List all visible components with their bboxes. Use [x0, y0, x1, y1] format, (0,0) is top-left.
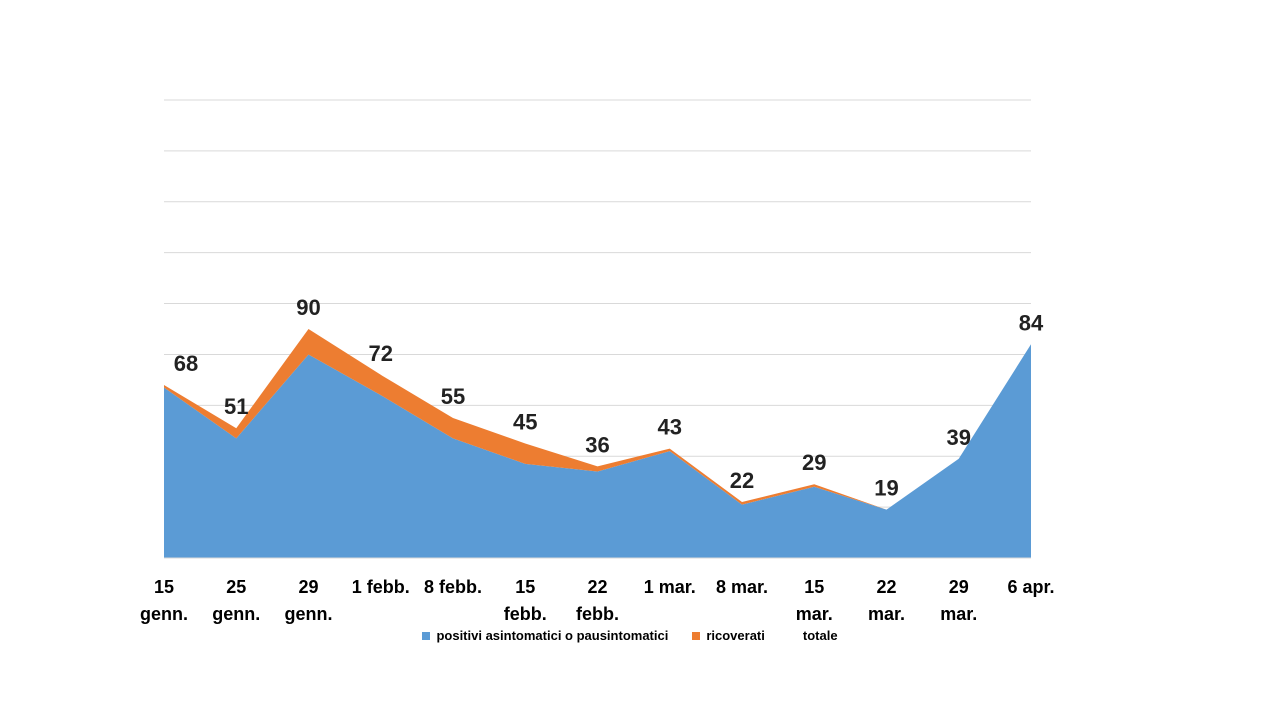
legend-swatch: [692, 631, 701, 640]
data-label: 36: [585, 432, 609, 457]
x-tick-label: 8 febb.: [423, 577, 482, 597]
data-label: 29: [802, 450, 826, 475]
data-label: 55: [441, 384, 465, 409]
legend-label: totale: [802, 628, 838, 643]
x-tick-label: 15 genn.: [140, 577, 188, 624]
legend-item: ricoverati: [692, 628, 765, 643]
x-tick-label: 22 mar.: [867, 577, 906, 624]
x-tick-label: 8 mar.: [715, 577, 769, 597]
area: [164, 344, 1031, 558]
data-label: 68: [174, 351, 198, 376]
data-label: 43: [658, 415, 682, 440]
legend-label: positivi asintomatici o pausintomatici: [436, 628, 669, 643]
x-tick-label: 15 mar.: [795, 577, 833, 624]
x-tick-label: 22 febb.: [576, 577, 619, 624]
x-tick-label: 29 mar.: [940, 577, 978, 624]
legend-label: ricoverati: [706, 628, 765, 643]
x-tick-label: 29 genn.: [284, 577, 333, 624]
x-tick-label: 1 mar.: [643, 577, 696, 597]
legend: positivi asintomatici o pausintomatici ri…: [0, 628, 1260, 643]
legend-item: positivi asintomatici o pausintomatici: [422, 628, 668, 643]
legend-swatch: [789, 632, 797, 640]
data-label: 19: [874, 476, 898, 501]
data-label: 22: [730, 468, 754, 493]
data-label: 39: [947, 425, 971, 450]
legend-swatch: [422, 631, 431, 640]
legend-item: totale: [789, 628, 838, 643]
x-tick-label: 1 febb.: [351, 577, 410, 597]
x-tick-label: 25 genn.: [212, 577, 261, 624]
data-label: 90: [296, 295, 320, 320]
data-label: 72: [369, 341, 393, 366]
data-label: 84: [1019, 310, 1044, 335]
data-label: 51: [224, 394, 248, 419]
x-tick-label: 15 febb.: [503, 577, 547, 624]
data-label: 45: [513, 410, 537, 435]
x-tick-label: 6 apr.: [1007, 577, 1055, 597]
